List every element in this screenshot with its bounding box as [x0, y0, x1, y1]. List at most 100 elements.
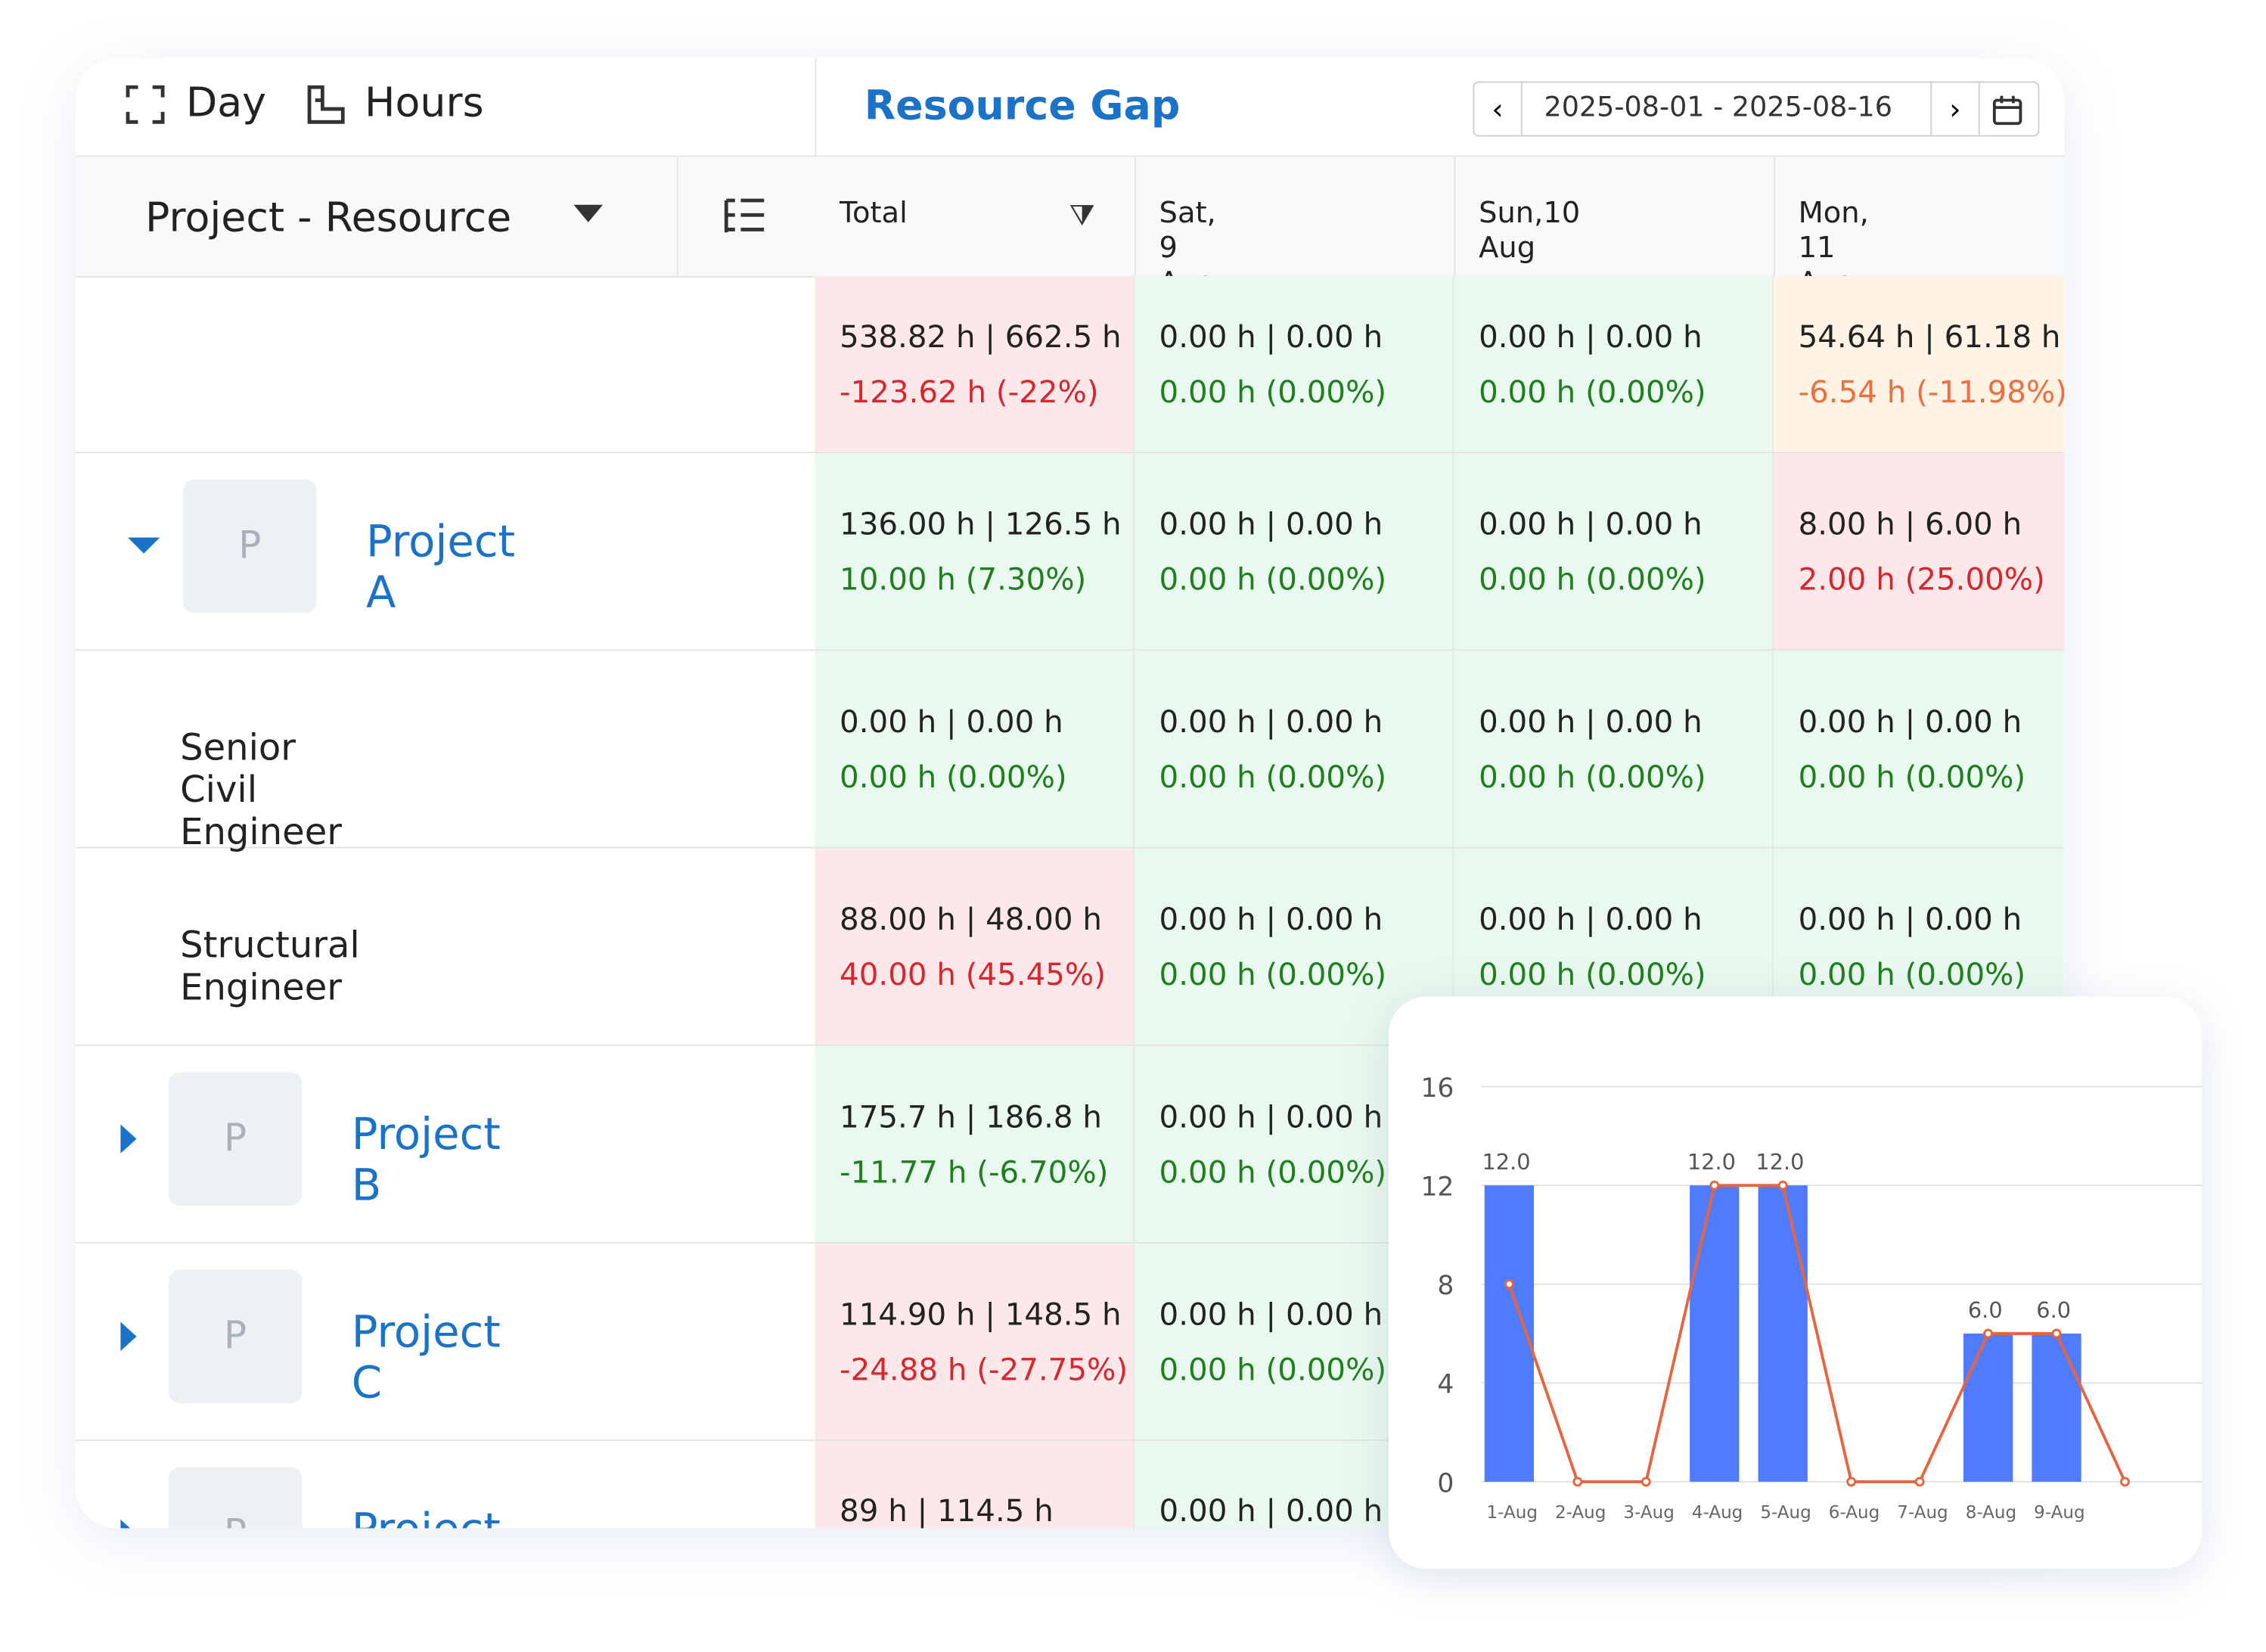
planned-actual: 0.00 h | 0.00 h — [1479, 506, 1703, 542]
divider — [1134, 157, 1136, 276]
y-tick-label: 16 — [1420, 1073, 1454, 1104]
date-range[interactable]: 2025-08-01 - 2025-08-16 — [1544, 91, 1892, 124]
bar — [1690, 1185, 1740, 1482]
line-point — [1504, 1279, 1514, 1290]
planned-actual: 0.00 h | 0.00 h — [840, 703, 1063, 739]
planned-actual: 8.00 h | 6.00 h — [1798, 506, 2022, 542]
line — [1507, 1184, 2127, 1483]
line-point — [1777, 1180, 1788, 1191]
row-line — [75, 1242, 815, 1244]
line-point — [2120, 1477, 2130, 1487]
bar — [1963, 1334, 2013, 1482]
bar-label: 6.0 — [2036, 1297, 2071, 1323]
gap-value: 0.00 h (0.00%) — [1159, 1154, 1387, 1189]
x-tick-label: 5-Aug — [1760, 1503, 1811, 1523]
project-avatar: P — [182, 479, 317, 613]
expand-toggle[interactable] — [120, 1124, 137, 1154]
line-point — [1572, 1477, 1583, 1487]
project-link[interactable]: Project B — [351, 1110, 501, 1212]
gap-value: 0.00 h (0.00%) — [1159, 1352, 1387, 1387]
project-link[interactable]: Project D — [352, 1505, 501, 1529]
planned-actual: 0.00 h | 0.00 h — [1159, 318, 1383, 354]
y-tick-label: 12 — [1420, 1172, 1454, 1203]
gap-value: 0.00 h (0.00%) — [1479, 956, 1706, 992]
line-point — [1983, 1328, 1994, 1339]
x-tick-label: 6-Aug — [1829, 1503, 1880, 1523]
planned-actual: 0.00 h | 0.00 h — [1159, 703, 1383, 739]
expand-toggle[interactable] — [128, 537, 160, 554]
gap-cell: 0.00 h | 0.00 h 0.00 h (0.00%) — [1773, 651, 2065, 849]
day-icon — [126, 85, 165, 124]
gap-value: 0.00 h (0.00%) — [1159, 374, 1387, 409]
planned-actual: 0.00 h | 0.00 h — [1479, 703, 1703, 739]
filter-icon: ⧩ — [1069, 197, 1095, 233]
dropdown-icon[interactable] — [573, 203, 604, 224]
planned-actual: 0.00 h | 0.00 h — [1798, 901, 2022, 936]
expand-toggle[interactable] — [120, 1321, 137, 1352]
gap-value: 2.00 h (25.00%) — [1798, 561, 2045, 597]
day-toggle[interactable]: Day — [185, 78, 267, 127]
gap-value: 0.00 h (0.00%) — [840, 759, 1067, 794]
project-avatar: P — [168, 1467, 303, 1529]
line-point — [1709, 1180, 1720, 1191]
calendar-button[interactable] — [1991, 95, 2023, 126]
planned-actual: 538.82 h | 662.5 h — [840, 318, 1122, 354]
divider — [1454, 157, 1456, 276]
planned-actual: 136.00 h | 126.5 h — [840, 506, 1122, 542]
row-line — [75, 846, 815, 849]
next-button[interactable]: › — [1930, 82, 1980, 135]
gap-cell: 114.90 h | 148.5 h -24.88 h (-27.75%) — [815, 1243, 1135, 1442]
project-avatar: P — [168, 1269, 303, 1404]
gap-cell: 538.82 h | 662.5 h -123.62 h (-22%) — [815, 275, 1135, 454]
planned-actual: 0.00 h | 0.00 h — [1159, 901, 1383, 936]
column-header: Total — [840, 194, 908, 230]
expand-toggle[interactable] — [120, 1519, 137, 1529]
x-tick-label: 4-Aug — [1692, 1503, 1743, 1523]
planned-actual: 114.90 h | 148.5 h — [840, 1296, 1122, 1332]
bar-label: 12.0 — [1687, 1149, 1736, 1175]
gap-value: 0.00 h (0.00%) — [1479, 561, 1706, 597]
project-link[interactable]: Project C — [351, 1307, 501, 1409]
divider — [1773, 157, 1775, 276]
hours-toggle[interactable]: Hours — [365, 78, 484, 127]
bar-label: 12.0 — [1482, 1149, 1530, 1175]
gap-value: 40.00 h (45.45%) — [840, 956, 1106, 992]
planned-actual: 54.64 h | 61.18 h — [1798, 318, 2061, 354]
chart: 0 4 8 12 16 12.0 12.0 12.0 6.0 6.0 1-Aug 2-Aug 3-Aug… — [1420, 1073, 2231, 1523]
gap-value: 0.00 h (0.00%) — [1159, 561, 1387, 597]
gap-value: 0.00 h (0.00%) — [1479, 759, 1706, 794]
bar-label: 12.0 — [1755, 1149, 1804, 1175]
group-select[interactable]: Project - Resource — [145, 193, 512, 241]
hours-icon — [307, 85, 345, 124]
gap-cell: 88.00 h | 48.00 h 40.00 h (45.45%) — [815, 848, 1135, 1046]
chart-card: 0 4 8 12 16 12.0 12.0 12.0 6.0 6.0 1-Aug 2-Aug 3-Aug… — [1388, 996, 2231, 1570]
planned-actual: 89 h | 114.5 h — [840, 1493, 1054, 1529]
bar — [1758, 1185, 1808, 1482]
gap-cell: 8.00 h | 6.00 h 2.00 h (25.00%) — [1773, 453, 2065, 651]
x-tick-label: 3-Aug — [1623, 1503, 1674, 1523]
row-label: Senior Civil Engineer — [180, 726, 342, 853]
bar — [2032, 1334, 2081, 1482]
planned-actual: 88.00 h | 48.00 h — [840, 901, 1102, 936]
gap-value: 0.00 h (0.00%) — [1798, 956, 2026, 992]
prev-button[interactable]: ‹ — [1474, 82, 1523, 135]
row-line — [75, 1439, 815, 1442]
tree-toggle[interactable] — [723, 197, 767, 235]
gap-cell: 54.64 h | 61.18 h -6.54 h (-11.98%) — [1773, 275, 2065, 454]
x-tick-label: 2-Aug — [1555, 1503, 1606, 1523]
bar-label: 6.0 — [1968, 1297, 2003, 1323]
y-tick-label: 0 — [1437, 1468, 1454, 1498]
gap-value: -11.77 h (-6.70%) — [840, 1154, 1109, 1189]
planned-actual: 175.7 h | 186.8 h — [840, 1098, 1102, 1134]
x-tick-label: 7-Aug — [1897, 1503, 1948, 1523]
row-line — [75, 452, 815, 454]
planned-actual: 0.00 h | 0.00 h — [1159, 1493, 1383, 1529]
gap-cell: 89 h | 114.5 h — [815, 1441, 1135, 1529]
gap-cell: 0.00 h | 0.00 h 0.00 h (0.00%) — [815, 651, 1135, 849]
planned-actual: 0.00 h | 0.00 h — [1159, 506, 1383, 542]
gap-cell: 0.00 h | 0.00 h 0.00 h (0.00%) — [1134, 651, 1454, 849]
gap-cell: 175.7 h | 186.8 h -11.77 h (-6.70%) — [815, 1045, 1135, 1244]
line-point — [1914, 1477, 1925, 1487]
project-link[interactable]: Project A — [365, 517, 516, 620]
line-point — [1641, 1477, 1651, 1487]
